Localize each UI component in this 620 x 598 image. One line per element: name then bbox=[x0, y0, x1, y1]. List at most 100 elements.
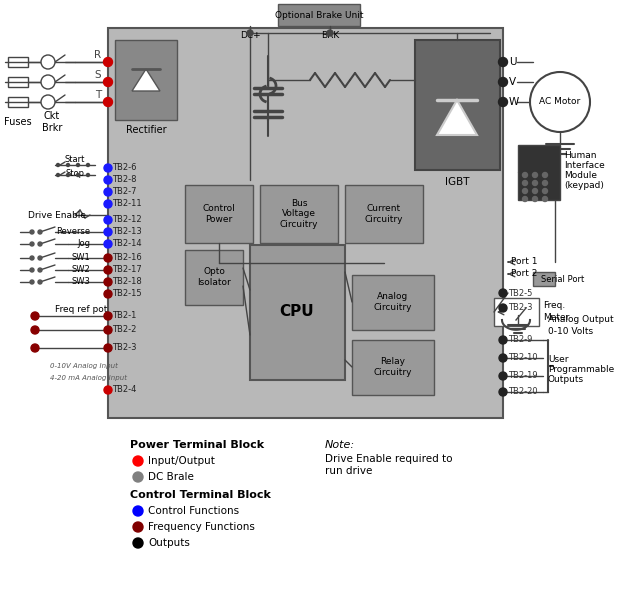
Circle shape bbox=[30, 256, 34, 260]
Text: TB2-2: TB2-2 bbox=[112, 325, 136, 334]
Circle shape bbox=[76, 163, 79, 166]
Text: TB2-20: TB2-20 bbox=[508, 388, 538, 396]
Circle shape bbox=[104, 344, 112, 352]
Bar bbox=[352, 275, 434, 330]
Circle shape bbox=[499, 336, 507, 344]
Text: Jog: Jog bbox=[77, 240, 90, 249]
Text: User: User bbox=[548, 355, 569, 365]
Text: (keypad): (keypad) bbox=[564, 181, 604, 190]
Text: Programmable: Programmable bbox=[548, 365, 614, 374]
Circle shape bbox=[38, 242, 42, 246]
Circle shape bbox=[499, 304, 507, 312]
Bar bbox=[8, 97, 28, 107]
Text: Analog
Circuitry: Analog Circuitry bbox=[374, 292, 412, 312]
Text: Optional Brake Unit: Optional Brake Unit bbox=[275, 11, 363, 20]
Circle shape bbox=[542, 197, 547, 202]
Text: TB2-3: TB2-3 bbox=[112, 343, 136, 352]
Text: AC Motor: AC Motor bbox=[539, 97, 580, 106]
Text: Power Terminal Block: Power Terminal Block bbox=[130, 440, 264, 450]
Bar bbox=[260, 185, 338, 243]
Circle shape bbox=[498, 57, 508, 66]
Text: Drive Enable: Drive Enable bbox=[28, 210, 86, 219]
Text: SW2: SW2 bbox=[71, 266, 90, 274]
Bar bbox=[415, 40, 500, 170]
Circle shape bbox=[499, 354, 507, 362]
Bar bbox=[518, 145, 560, 200]
Circle shape bbox=[31, 312, 39, 320]
Text: TB2-13: TB2-13 bbox=[112, 227, 142, 236]
Bar bbox=[108, 28, 503, 418]
Text: SW1: SW1 bbox=[71, 254, 90, 263]
Text: Stop: Stop bbox=[66, 169, 85, 178]
Circle shape bbox=[104, 386, 112, 394]
Text: Ckt
Brkr: Ckt Brkr bbox=[42, 111, 62, 133]
Text: R: R bbox=[94, 50, 102, 60]
Text: Current
Circuitry: Current Circuitry bbox=[365, 205, 403, 224]
Text: TB2-6: TB2-6 bbox=[112, 163, 136, 172]
Text: Freq ref pot: Freq ref pot bbox=[55, 306, 107, 315]
Text: 0-10V Analog Input: 0-10V Analog Input bbox=[50, 363, 118, 369]
Text: Bus
Voltage
Circuitry: Bus Voltage Circuitry bbox=[280, 199, 318, 229]
Bar bbox=[278, 4, 360, 26]
Text: TB2-15: TB2-15 bbox=[112, 289, 141, 298]
Text: Control Functions: Control Functions bbox=[148, 506, 239, 516]
Text: Opto
Isolator: Opto Isolator bbox=[197, 267, 231, 286]
Circle shape bbox=[542, 181, 547, 185]
Text: Control Terminal Block: Control Terminal Block bbox=[130, 490, 271, 500]
Circle shape bbox=[104, 216, 112, 224]
Circle shape bbox=[133, 522, 143, 532]
Circle shape bbox=[104, 240, 112, 248]
Text: Outputs: Outputs bbox=[548, 376, 584, 385]
Circle shape bbox=[327, 30, 333, 36]
Circle shape bbox=[104, 57, 112, 66]
Text: Serial Port: Serial Port bbox=[541, 276, 584, 285]
Text: Note:: Note: bbox=[325, 440, 355, 450]
Text: TB2-8: TB2-8 bbox=[112, 175, 136, 185]
Circle shape bbox=[499, 388, 507, 396]
Text: Relay
Circuitry: Relay Circuitry bbox=[374, 357, 412, 377]
Text: Port 2: Port 2 bbox=[511, 270, 538, 279]
Bar bbox=[8, 57, 28, 67]
Bar bbox=[533, 272, 555, 286]
Text: Drive Enable required to: Drive Enable required to bbox=[325, 454, 453, 464]
Text: Human: Human bbox=[564, 151, 596, 160]
Circle shape bbox=[41, 75, 55, 89]
Circle shape bbox=[87, 173, 89, 176]
Circle shape bbox=[30, 242, 34, 246]
Text: Fuses: Fuses bbox=[4, 117, 32, 127]
Circle shape bbox=[533, 197, 538, 202]
Bar bbox=[185, 250, 243, 305]
Circle shape bbox=[41, 55, 55, 69]
Bar bbox=[185, 185, 253, 243]
Text: Interface: Interface bbox=[564, 160, 604, 169]
Text: TB2-5: TB2-5 bbox=[508, 288, 533, 297]
Circle shape bbox=[56, 163, 60, 166]
Bar bbox=[250, 245, 345, 380]
Circle shape bbox=[133, 538, 143, 548]
Circle shape bbox=[104, 278, 112, 286]
Circle shape bbox=[30, 280, 34, 284]
Circle shape bbox=[133, 456, 143, 466]
Circle shape bbox=[104, 312, 112, 320]
Text: TB2-3: TB2-3 bbox=[508, 304, 533, 313]
Bar bbox=[352, 340, 434, 395]
Circle shape bbox=[104, 188, 112, 196]
Text: Outputs: Outputs bbox=[148, 538, 190, 548]
Circle shape bbox=[498, 78, 508, 87]
Text: Freq.: Freq. bbox=[543, 301, 565, 310]
Text: TB2-4: TB2-4 bbox=[112, 386, 136, 395]
Circle shape bbox=[31, 344, 39, 352]
Text: DC+: DC+ bbox=[240, 32, 260, 41]
Text: Module: Module bbox=[564, 170, 597, 179]
Text: 0-10 Volts: 0-10 Volts bbox=[548, 327, 593, 335]
Text: Port 1: Port 1 bbox=[511, 258, 538, 267]
Text: TB2-12: TB2-12 bbox=[112, 215, 141, 224]
Text: TB2-14: TB2-14 bbox=[112, 240, 141, 249]
Bar bbox=[8, 77, 28, 87]
Text: TB2-11: TB2-11 bbox=[112, 200, 141, 209]
Bar bbox=[115, 40, 177, 120]
Circle shape bbox=[56, 173, 60, 176]
Circle shape bbox=[38, 280, 42, 284]
Circle shape bbox=[498, 97, 508, 106]
Circle shape bbox=[66, 163, 69, 166]
